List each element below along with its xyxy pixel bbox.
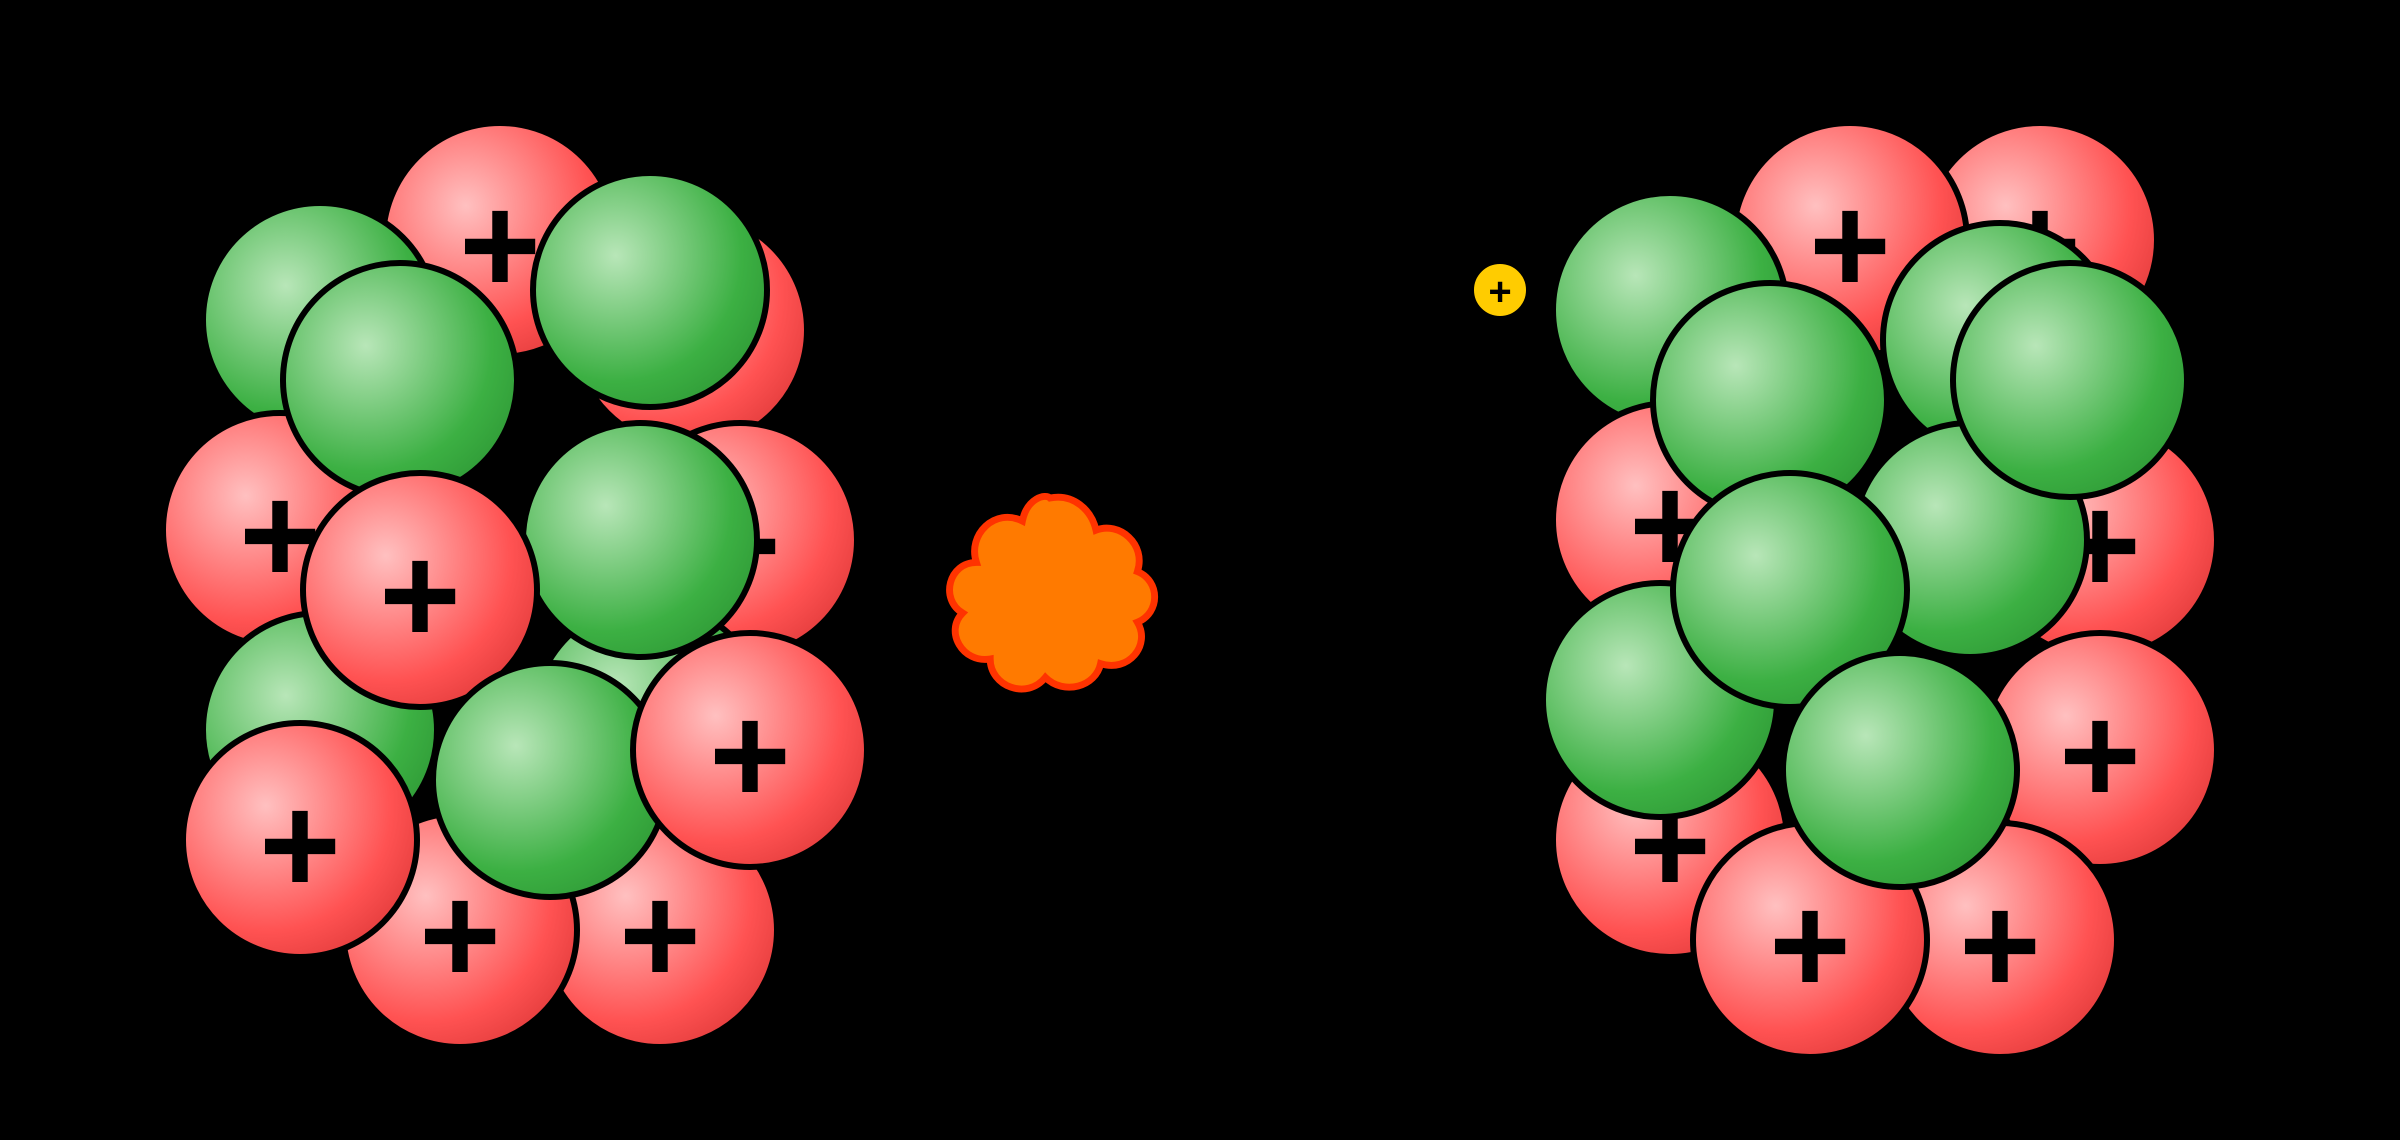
neutron bbox=[1950, 260, 2190, 500]
plus-icon: + bbox=[259, 775, 341, 915]
plus-icon: + bbox=[1488, 272, 1511, 312]
diagram-canvas: +++++++++ + ++++++++ bbox=[0, 0, 2400, 1140]
plus-icon: + bbox=[619, 865, 701, 1005]
neutron bbox=[520, 420, 760, 660]
proton: + bbox=[180, 720, 420, 960]
neutron bbox=[280, 260, 520, 500]
decay-burst-icon bbox=[935, 475, 1165, 705]
plus-icon: + bbox=[379, 525, 461, 665]
plus-icon: + bbox=[2059, 685, 2141, 825]
neutron bbox=[530, 170, 770, 410]
plus-icon: + bbox=[1769, 875, 1851, 1015]
plus-icon: + bbox=[709, 685, 791, 825]
plus-icon: + bbox=[419, 865, 501, 1005]
plus-icon: + bbox=[1959, 875, 2041, 1015]
proton: + bbox=[630, 630, 870, 870]
emitted-positron: + bbox=[1470, 260, 1530, 320]
neutron bbox=[1780, 650, 2020, 890]
